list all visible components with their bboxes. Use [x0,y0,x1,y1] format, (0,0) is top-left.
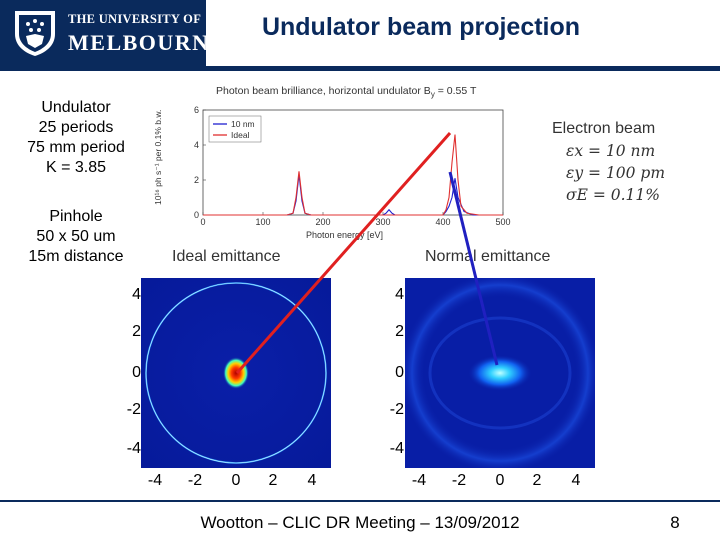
normal-emittance-title: Normal emittance [425,248,551,265]
page-number: 8 [670,513,680,532]
x-tick-label: 400 [435,217,450,227]
ideal-emittance-title: Ideal emittance [172,248,281,265]
emittance-x: εx = 10 nm [566,142,656,160]
ideal-xtick: 4 [307,472,317,489]
university-name-line2: MELBOURNE [68,30,226,55]
undulator-label: Undulator [41,99,111,116]
ideal-ytick: -2 [126,401,141,418]
ideal-xtick: -2 [187,472,203,489]
y-tick-label: 0 [194,210,199,220]
slide-title: Undulator beam projection [261,13,581,41]
ideal-ytick: 0 [132,364,141,381]
normal-emittance-spot [468,355,532,391]
undulator-periods: 25 periods [38,119,114,136]
normal-xtick: 4 [571,472,581,489]
x-tick-label: 0 [200,217,205,227]
university-name-line1: THE UNIVERSITY OF [68,12,202,26]
undulator-k: K = 3.85 [45,159,107,176]
ideal-xtick: 0 [231,472,241,489]
ideal-ytick: 4 [132,286,141,303]
normal-ytick: -4 [389,440,404,457]
legend-label: 10 nm [231,119,255,129]
brilliance-plot-title: Photon beam brilliance, horizontal undul… [216,85,477,100]
normal-xtick: 0 [495,472,505,489]
normal-ytick: 0 [395,364,404,381]
pinhole-parameters: Pinhole 50 x 50 um 15m distance [8,207,144,267]
normal-ytick: -2 [389,401,404,418]
x-tick-label: 500 [495,217,510,227]
undulator-period-length: 75 mm period [27,139,125,156]
normal-ytick: 4 [395,286,404,303]
footer-rule [0,500,720,502]
normal-xtick: -2 [451,472,467,489]
undulator-parameters: Undulator 25 periods 75 mm period K = 3.… [8,98,144,178]
ideal-ytick: -4 [126,440,141,457]
ideal-emittance-image [141,278,331,468]
pinhole-label: Pinhole [49,208,103,225]
brilliance-plot-ylabel: 10¹⁶ ph s⁻¹ per 0.1% b.w. [153,109,163,205]
normal-ytick: 2 [395,323,404,340]
x-tick-label: 100 [255,217,270,227]
y-tick-label: 2 [194,175,199,185]
ideal-emittance-spot [223,357,249,389]
ideal-xtick: 2 [268,472,278,489]
ideal-ytick: 2 [132,323,141,340]
slide-header: THE UNIVERSITY OF MELBOURNE Undulator be… [0,0,720,66]
legend-label: Ideal [231,130,250,140]
university-logo: THE UNIVERSITY OF MELBOURNE [0,0,224,66]
header-rule [0,66,720,71]
electron-beam-title: Electron beam [552,120,656,137]
brilliance-plot-xlabel: Photon energy [eV] [306,230,384,240]
y-tick-label: 6 [194,105,199,115]
x-tick-label: 300 [375,217,390,227]
normal-xtick: -4 [411,472,427,489]
y-tick-label: 4 [194,140,199,150]
normal-emittance-image [405,278,595,468]
pinhole-size: 50 x 50 um [36,228,116,245]
ideal-xtick: -4 [147,472,163,489]
normal-xtick: 2 [532,472,542,489]
energy-spread: σE = 0.11% [566,186,660,204]
footer-text: Wootton – CLIC DR Meeting – 13/09/2012 [200,513,520,532]
crest-icon [15,11,55,56]
x-tick-label: 200 [315,217,330,227]
pinhole-distance: 15m distance [28,248,124,265]
emittance-y: εy = 100 pm [566,164,666,182]
